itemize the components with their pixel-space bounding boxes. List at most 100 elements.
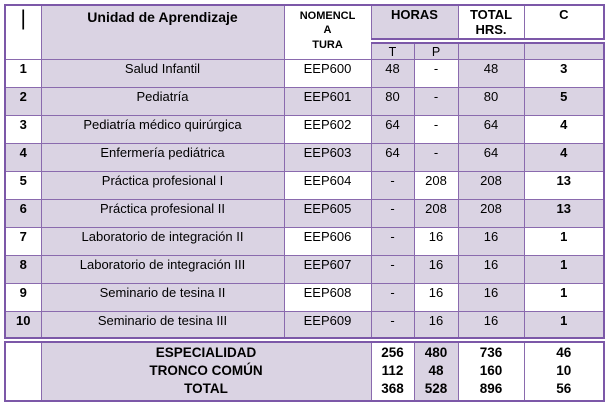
- summary-total-cell: 736 160 896: [457, 336, 525, 402]
- header-creditos: C: [523, 4, 605, 44]
- total-hours-cell: 208: [457, 171, 525, 201]
- t-hours-cell: -: [370, 255, 415, 285]
- header-horas: HORAS: [370, 4, 459, 44]
- subheader-t: T: [370, 40, 415, 61]
- t-hours-cell: -: [370, 227, 415, 257]
- unidad-cell: Práctica profesional II: [40, 199, 285, 229]
- subheader-total-empty: [457, 40, 525, 61]
- summary-row: ESPECIALIDAD TRONCO COMÚN TOTAL 256 112 …: [4, 336, 605, 402]
- row-number-cell: 1: [4, 59, 42, 89]
- row-number-cell: 7: [4, 227, 42, 257]
- row-number-cell: 2: [4, 87, 42, 117]
- row-number-cell: 9: [4, 283, 42, 313]
- t-hours-cell: 64: [370, 143, 415, 173]
- credits-cell: 3: [523, 59, 605, 89]
- text-cursor-icon: |: [20, 7, 26, 30]
- p-hours-cell: 208: [413, 171, 459, 201]
- code-cell: EEP602: [283, 115, 372, 145]
- credits-cell: 13: [523, 199, 605, 229]
- total-hours-cell: 16: [457, 311, 525, 341]
- summary-t-value: 112: [381, 362, 404, 378]
- code-cell: EEP606: [283, 227, 372, 257]
- summary-credits-cell: 46 10 56: [523, 336, 605, 402]
- summary-t-cell: 256 112 368: [370, 336, 415, 402]
- t-hours-cell: 48: [370, 59, 415, 89]
- summary-credits-value: 56: [556, 380, 572, 396]
- t-hours-cell: 64: [370, 115, 415, 145]
- unidad-cell: Seminario de tesina III: [40, 311, 285, 341]
- unidad-cell: Laboratorio de integración II: [40, 227, 285, 257]
- summary-total-value: 736: [479, 344, 503, 360]
- summary-label: TOTAL: [184, 380, 228, 396]
- table-row: 4 Enfermería pediátrica EEP603 64 - 64 4: [4, 143, 605, 173]
- p-hours-cell: 16: [413, 283, 459, 313]
- t-hours-cell: -: [370, 311, 415, 341]
- header-unidad: Unidad de Aprendizaje: [40, 4, 285, 61]
- table-row: 5 Práctica profesional I EEP604 - 208 20…: [4, 171, 605, 201]
- credits-cell: 1: [523, 283, 605, 313]
- summary-t-value: 368: [381, 380, 404, 396]
- summary-index-empty: [4, 336, 42, 402]
- table-row: 10 Seminario de tesina III EEP609 - 16 1…: [4, 311, 605, 341]
- total-hours-cell: 64: [457, 143, 525, 173]
- total-hours-cell: 48: [457, 59, 525, 89]
- credits-cell: 5: [523, 87, 605, 117]
- code-cell: EEP604: [283, 171, 372, 201]
- header-nomenclatura: NOMENCL A TURA: [283, 4, 372, 61]
- p-hours-cell: 16: [413, 311, 459, 341]
- unidad-cell: Enfermería pediátrica: [40, 143, 285, 173]
- unidad-cell: Salud Infantil: [40, 59, 285, 89]
- summary-p-value: 528: [424, 380, 448, 396]
- table-row: 9 Seminario de tesina II EEP608 - 16 16 …: [4, 283, 605, 313]
- summary-label: TRONCO COMÚN: [149, 362, 263, 378]
- table-row: 8 Laboratorio de integración III EEP607 …: [4, 255, 605, 285]
- p-hours-cell: -: [413, 87, 459, 117]
- summary-labels-cell: ESPECIALIDAD TRONCO COMÚN TOTAL: [40, 336, 372, 402]
- p-hours-cell: 208: [413, 199, 459, 229]
- code-cell: EEP601: [283, 87, 372, 117]
- unidad-cell: Laboratorio de integración III: [40, 255, 285, 285]
- summary-credits-value: 10: [556, 362, 572, 378]
- summary-p-value: 480: [424, 344, 448, 360]
- total-hours-cell: 16: [457, 283, 525, 313]
- row-number-cell: 3: [4, 115, 42, 145]
- credits-cell: 13: [523, 171, 605, 201]
- table-row: 7 Laboratorio de integración II EEP606 -…: [4, 227, 605, 257]
- code-cell: EEP600: [283, 59, 372, 89]
- summary-p-value: 48: [428, 362, 444, 378]
- code-cell: EEP607: [283, 255, 372, 285]
- header-total-hrs: TOTAL HRS.: [457, 4, 525, 44]
- p-hours-cell: -: [413, 59, 459, 89]
- p-hours-cell: 16: [413, 255, 459, 285]
- code-cell: EEP608: [283, 283, 372, 313]
- unidad-cell: Pediatría: [40, 87, 285, 117]
- total-hours-cell: 16: [457, 227, 525, 257]
- curriculum-table: | Unidad de Aprendizaje NOMENCL A TURA H…: [4, 4, 606, 402]
- t-hours-cell: 80: [370, 87, 415, 117]
- credits-cell: 1: [523, 227, 605, 257]
- total-hours-cell: 64: [457, 115, 525, 145]
- unidad-cell: Práctica profesional I: [40, 171, 285, 201]
- p-hours-cell: 16: [413, 227, 459, 257]
- total-hours-cell: 16: [457, 255, 525, 285]
- subheader-c-empty: [523, 40, 605, 61]
- row-number-cell: 10: [4, 311, 42, 341]
- credits-cell: 4: [523, 143, 605, 173]
- unidad-cell: Seminario de tesina II: [40, 283, 285, 313]
- credits-cell: 4: [523, 115, 605, 145]
- row-number-cell: 6: [4, 199, 42, 229]
- credits-cell: 1: [523, 311, 605, 341]
- header-row: | Unidad de Aprendizaje NOMENCL A TURA H…: [4, 4, 605, 61]
- summary-label: ESPECIALIDAD: [155, 344, 257, 360]
- subheader-p: P: [413, 40, 459, 61]
- row-number-cell: 4: [4, 143, 42, 173]
- summary-credits-value: 46: [556, 344, 572, 360]
- code-cell: EEP603: [283, 143, 372, 173]
- summary-total-value: 160: [479, 362, 503, 378]
- summary-p-cell: 480 48 528: [413, 336, 459, 402]
- header-index-cell: |: [4, 4, 42, 61]
- table-row: 2 Pediatría EEP601 80 - 80 5: [4, 87, 605, 117]
- summary-total-value: 896: [479, 380, 503, 396]
- code-cell: EEP609: [283, 311, 372, 341]
- summary-t-value: 256: [381, 344, 404, 360]
